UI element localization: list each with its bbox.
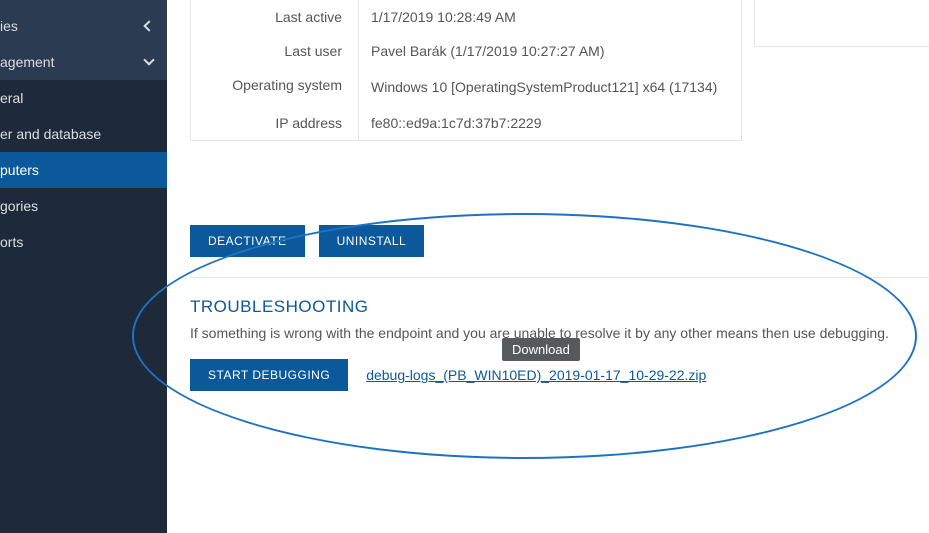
start-debugging-button[interactable]: START DEBUGGING [190,359,348,391]
sidebar: ies agement eral er and database puters … [0,0,167,533]
sidebar-item-orts[interactable]: orts [0,224,167,260]
sidebar-item-label: orts [0,234,23,250]
sidebar-item-ies[interactable]: ies [0,8,167,44]
troubleshooting-description: If something is wrong with the endpoint … [190,325,910,341]
divider [190,277,929,278]
detail-value: Windows 10 [OperatingSystemProduct121] x… [359,68,741,106]
sidebar-item-label: puters [0,162,39,178]
sidebar-item-er-and-database[interactable]: er and database [0,116,167,152]
troubleshooting-action-row: START DEBUGGING debug-logs_(PB_WIN10ED)_… [190,359,910,391]
detail-row-last-user: Last user Pavel Barák (1/17/2019 10:27:2… [191,34,741,68]
troubleshooting-title: TROUBLESHOOTING [190,297,910,317]
sidebar-item-label: er and database [0,126,101,142]
detail-value: fe80::ed9a:1c7d:37b7:2229 [359,106,741,140]
detail-label: Last user [191,34,359,68]
debug-log-link[interactable]: debug-logs_(PB_WIN10ED)_2019-01-17_10-29… [366,367,706,383]
detail-table: Last active 1/17/2019 10:28:49 AM Last u… [190,0,742,141]
detail-row-operating-system: Operating system Windows 10 [OperatingSy… [191,68,741,106]
detail-label: Operating system [191,68,359,106]
detail-row-last-active: Last active 1/17/2019 10:28:49 AM [191,0,741,34]
detail-value: Pavel Barák (1/17/2019 10:27:27 AM) [359,34,741,68]
sidebar-item-eral[interactable]: eral [0,80,167,116]
sidebar-item-puters[interactable]: puters [0,152,167,188]
sidebar-item-label: eral [0,90,23,106]
detail-label: IP address [191,106,359,140]
deactivate-button[interactable]: DEACTIVATE [190,225,305,257]
main-content: Last active 1/17/2019 10:28:49 AM Last u… [167,0,929,533]
sidebar-item-label: agement [0,54,54,70]
sidebar-item-label: gories [0,198,38,214]
sidebar-item-gories[interactable]: gories [0,188,167,224]
detail-value: 1/17/2019 10:28:49 AM [359,0,741,34]
uninstall-button[interactable]: UNINSTALL [319,225,425,257]
chevron-down-icon [143,54,154,65]
detail-row-ip-address: IP address fe80::ed9a:1c7d:37b7:2229 [191,106,741,140]
troubleshooting-section: TROUBLESHOOTING If something is wrong wi… [190,297,910,391]
sidebar-item-agement[interactable]: agement [0,44,167,80]
sidebar-top-strip [0,0,167,8]
right-side-panel [754,0,929,47]
chevron-left-icon [143,20,154,31]
detail-label: Last active [191,0,359,34]
sidebar-item-label: ies [0,18,18,34]
action-buttons-row: DEACTIVATE UNINSTALL [190,225,424,257]
